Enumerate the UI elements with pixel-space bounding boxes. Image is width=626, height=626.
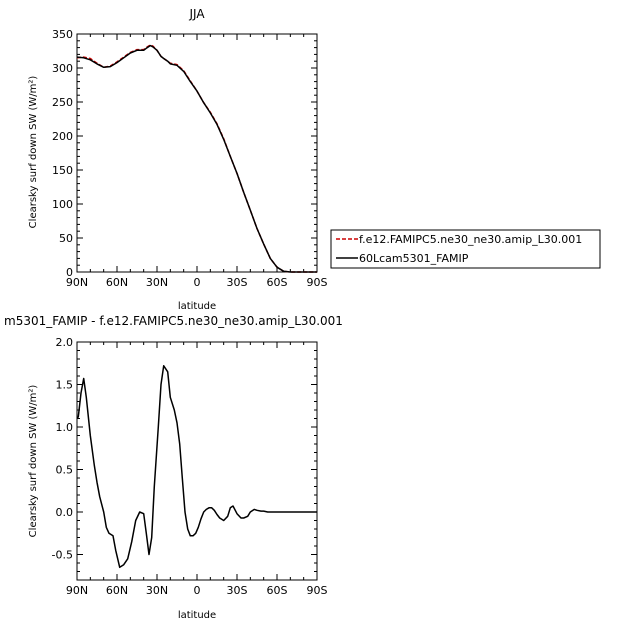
top-x-tick-label: 90S	[307, 276, 328, 289]
top-series-line-2	[77, 46, 317, 272]
top-y-tick-label: 50	[59, 232, 73, 245]
bottom-y-tick-label: -0.5	[52, 549, 73, 562]
bottom-x-tick-label: 30S	[227, 584, 248, 597]
top-series-line-1	[77, 45, 317, 272]
top-x-tick-label: 30S	[227, 276, 248, 289]
top-y-tick-label: 150	[52, 164, 73, 177]
top-panel: JJA 90N 60N 30N 0 30S 60S 90S05010015020025030…	[28, 7, 600, 312]
bottom-plot-frame	[77, 342, 317, 580]
bottom-y-tick-label: 0.0	[56, 506, 74, 519]
bottom-x-tick-label: 30N	[146, 584, 168, 597]
top-y-tick-label: 300	[52, 62, 73, 75]
bottom-x-tick-label: 60S	[267, 584, 288, 597]
bottom-y-tick-label: 1.0	[56, 421, 74, 434]
top-y-tick-label: 200	[52, 130, 73, 143]
bottom-plot-area: 90N 60N 30N 0 30S 60S 90S -0.5 0.0 0.5 1.0 1.5 2.0	[52, 336, 328, 597]
legend-label-series-2: 60Lcam5301_FAMIP	[359, 252, 469, 265]
bottom-x-tick-label: 60N	[106, 584, 128, 597]
top-y-tick-label: 0	[66, 266, 73, 279]
top-y-axis-label: Clearsky surf down SW (W/m²)	[28, 76, 39, 229]
legend-label-series-1: f.e12.FAMIPC5.ne30_ne30.amip_L30.001	[359, 233, 582, 246]
top-y-tick-label: 350	[52, 28, 73, 41]
top-x-tick-label: 60S	[267, 276, 288, 289]
bottom-chart-title: m5301_FAMIP - f.e12.FAMIPC5.ne30_ne30.am…	[4, 314, 343, 328]
top-y-tick-label: 100	[52, 198, 73, 211]
bottom-panel: m5301_FAMIP - f.e12.FAMIPC5.ne30_ne30.am…	[4, 314, 343, 621]
top-x-tick-label: 30N	[146, 276, 168, 289]
top-x-tick-label: 0	[194, 276, 201, 289]
top-y-tick-label: 250	[52, 96, 73, 109]
bottom-y-tick-label: 2.0	[56, 336, 74, 349]
bottom-x-tick-label: 90N	[66, 584, 88, 597]
top-x-tick-label: 60N	[106, 276, 128, 289]
bottom-x-tick-label: 0	[194, 584, 201, 597]
top-plot-frame	[77, 34, 317, 272]
bottom-x-axis-label: latitude	[178, 610, 216, 621]
bottom-series-line-1	[77, 366, 317, 568]
bottom-y-axis-label: Clearsky surf down SW (W/m²)	[28, 385, 39, 538]
bottom-y-tick-label: 0.5	[56, 464, 74, 477]
bottom-y-tick-label: 1.5	[56, 379, 74, 392]
top-x-axis-label: latitude	[178, 301, 216, 312]
legend: f.e12.FAMIPC5.ne30_ne30.amip_L30.001 60L…	[331, 230, 600, 268]
top-chart-title: JJA	[188, 7, 205, 21]
bottom-x-tick-label: 90S	[307, 584, 328, 597]
